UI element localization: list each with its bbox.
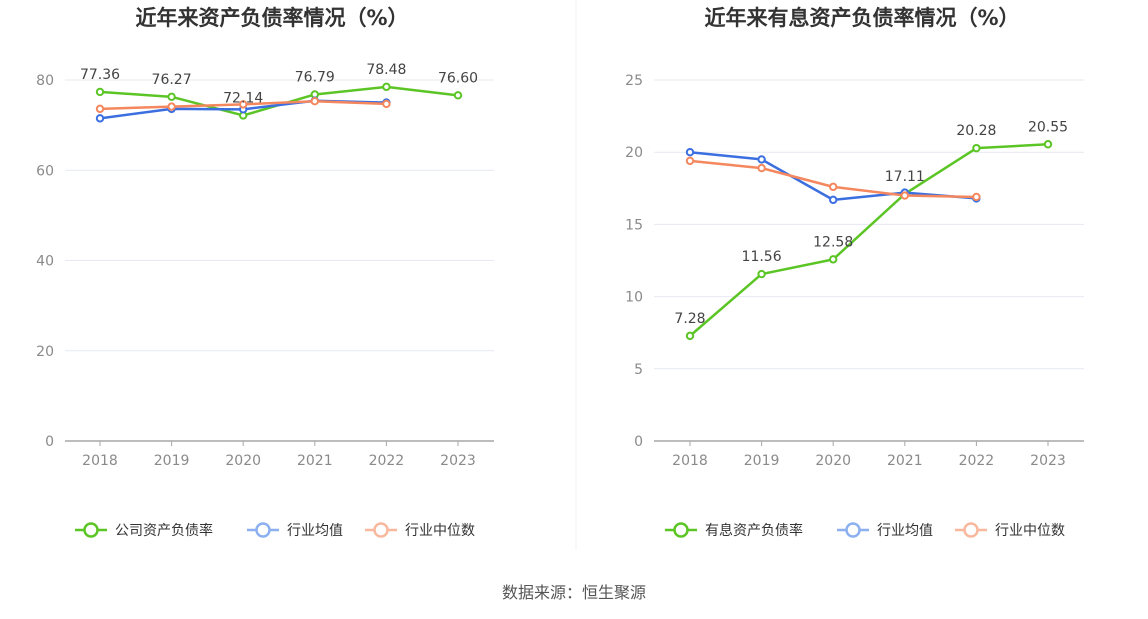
y-tick-label: 15 <box>625 217 643 233</box>
legend-marker <box>845 522 861 538</box>
data-label: 76.27 <box>152 72 192 88</box>
legend-label: 行业均值 <box>877 523 933 539</box>
data-point-avg <box>685 148 695 157</box>
legend-label: 行业中位数 <box>405 523 475 539</box>
data-point-median <box>382 99 391 109</box>
legend-marker <box>673 522 689 538</box>
y-tick-label: 5 <box>634 362 643 378</box>
x-tick-label: 2020 <box>225 453 261 469</box>
data-point-median <box>757 163 766 173</box>
data-label: 78.48 <box>366 62 406 78</box>
data-point-median <box>310 97 319 106</box>
y-tick-label: 10 <box>625 290 643 306</box>
data-point-company <box>382 82 391 92</box>
data-label: 7.28 <box>674 311 705 327</box>
legend-marker <box>963 522 979 538</box>
legend-item-avg: 行业均值 <box>247 522 343 539</box>
data-point-company <box>757 269 766 279</box>
data-point-company <box>685 331 695 341</box>
data-label: 20.28 <box>956 123 996 139</box>
legend-item-company: 有息资产负债率 <box>665 522 803 539</box>
series-line-company <box>689 143 1049 337</box>
series-line-median <box>689 159 977 199</box>
data-label: 11.56 <box>742 249 782 265</box>
x-tick-label: 2021 <box>297 453 333 469</box>
debt-ratio-chart: 近年来资产负债率情况（%） 0 20 40 60 80 2018 2019 2020 2021 20… <box>36 6 494 539</box>
x-tick-label: 2023 <box>1030 453 1066 469</box>
y-tick-label: 20 <box>36 344 54 360</box>
legend-item-median: 行业中位数 <box>365 522 475 539</box>
x-tick-label: 2019 <box>154 453 190 469</box>
data-point-median <box>167 102 176 111</box>
legend-item-avg: 行业均值 <box>837 522 933 539</box>
chart-title: 近年来资产负债率情况（%） <box>135 6 408 30</box>
y-tick-label: 60 <box>36 163 54 179</box>
legend-marker <box>83 522 99 538</box>
x-tick-label: 2022 <box>959 453 995 469</box>
legend-item-company: 公司资产负债率 <box>75 522 213 539</box>
data-label: 17.11 <box>885 169 925 185</box>
data-point-median <box>685 156 695 166</box>
y-tick-label: 20 <box>625 145 643 161</box>
data-label: 72.14 <box>223 90 263 106</box>
data-point-avg <box>829 195 838 205</box>
y-tick-label: 0 <box>45 434 54 450</box>
legend-label: 公司资产负债率 <box>115 522 213 539</box>
data-label: 12.58 <box>813 234 853 250</box>
x-tick-label: 2021 <box>887 453 923 469</box>
legend-marker <box>373 522 389 538</box>
data-point-avg <box>95 114 105 123</box>
data-point-company <box>972 143 981 153</box>
data-label: 76.79 <box>295 69 335 85</box>
y-tick-label: 80 <box>36 73 54 89</box>
data-point-company <box>167 92 176 102</box>
x-tick-label: 2023 <box>440 453 476 469</box>
data-point-company <box>1043 140 1053 149</box>
data-label: 76.60 <box>438 70 478 86</box>
legend-label: 行业均值 <box>287 523 343 539</box>
x-tick-label: 2022 <box>369 453 405 469</box>
x-tick-label: 2018 <box>82 453 118 469</box>
x-tick-label: 2020 <box>815 453 851 469</box>
data-point-company <box>453 91 463 100</box>
data-point-avg <box>757 155 766 164</box>
y-tick-label: 0 <box>634 434 643 450</box>
y-tick-label: 25 <box>625 73 643 89</box>
data-label: 20.55 <box>1028 119 1068 135</box>
chart-title: 近年来有息资产负债率情况（%） <box>704 6 1019 30</box>
data-point-median <box>972 192 981 202</box>
data-point-median <box>900 191 909 200</box>
x-tick-label: 2019 <box>744 453 780 469</box>
data-point-company <box>95 87 105 97</box>
legend-label: 有息资产负债率 <box>705 522 803 539</box>
x-tick-label: 2018 <box>672 453 708 469</box>
data-point-company <box>829 255 838 264</box>
data-point-median <box>95 104 105 114</box>
data-point-median <box>239 100 248 109</box>
legend-item-median: 行业中位数 <box>955 522 1065 539</box>
legend-marker <box>255 522 271 538</box>
source-note: 数据来源：恒生聚源 <box>502 583 646 602</box>
data-label: 77.36 <box>80 67 120 83</box>
interest-debt-ratio-chart: 近年来有息资产负债率情况（%） 0 5 10 15 20 25 2018 2019 2020 202… <box>625 6 1084 539</box>
legend-label: 行业中位数 <box>995 523 1065 539</box>
data-point-median <box>829 182 838 192</box>
y-tick-label: 40 <box>36 254 54 270</box>
